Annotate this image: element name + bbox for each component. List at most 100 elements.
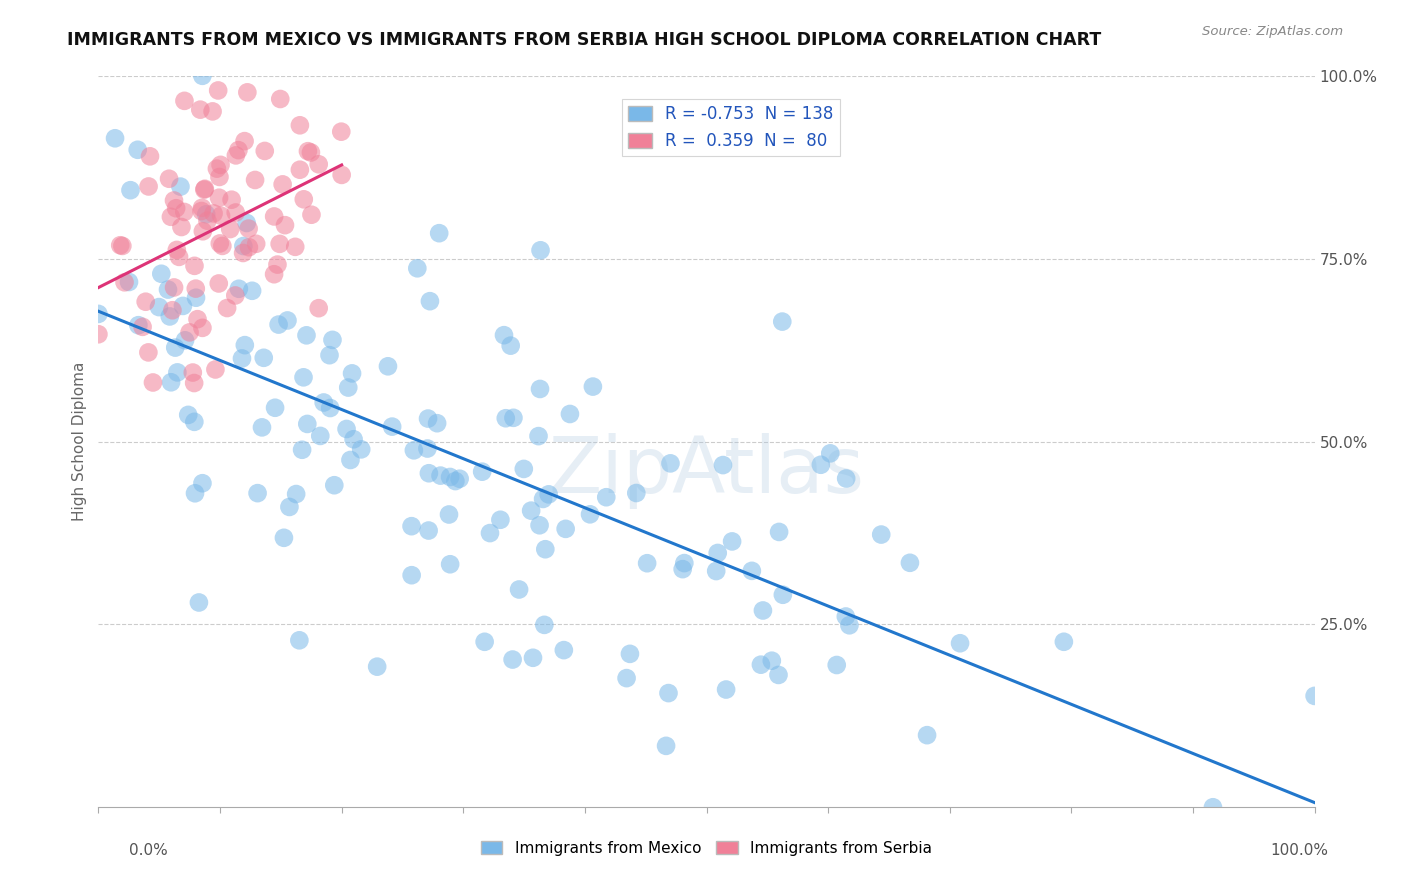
Point <box>471 465 494 479</box>
Point <box>533 618 555 632</box>
Point <box>479 526 502 541</box>
Point <box>870 527 893 541</box>
Text: 0.0%: 0.0% <box>129 843 169 857</box>
Point <box>554 522 576 536</box>
Point <box>225 205 247 219</box>
Point <box>246 486 269 500</box>
Point <box>474 635 496 649</box>
Point <box>429 468 451 483</box>
Point <box>527 429 550 443</box>
Point <box>195 207 218 221</box>
Point <box>177 408 200 422</box>
Point <box>350 442 373 457</box>
Point <box>318 348 340 362</box>
Point <box>166 365 188 379</box>
Point <box>173 205 195 219</box>
Point <box>208 169 231 184</box>
Point <box>232 246 254 260</box>
Point <box>184 291 207 305</box>
Point <box>949 636 972 650</box>
Point <box>276 313 298 327</box>
Point <box>174 334 197 348</box>
Point <box>1303 689 1326 703</box>
Point <box>381 419 404 434</box>
Point <box>309 429 332 443</box>
Point <box>118 275 141 289</box>
Point <box>292 192 315 206</box>
Point <box>401 519 423 533</box>
Point <box>138 345 160 359</box>
Point <box>1053 634 1076 648</box>
Point <box>165 201 187 215</box>
Point <box>339 453 361 467</box>
Point <box>183 415 205 429</box>
Point <box>416 442 439 456</box>
Point <box>340 367 363 381</box>
Point <box>418 524 440 538</box>
Point <box>179 326 201 340</box>
Text: 100.0%: 100.0% <box>1271 843 1329 857</box>
Point <box>183 259 205 273</box>
Point <box>228 282 250 296</box>
Point <box>419 294 441 309</box>
Point <box>418 467 440 481</box>
Point <box>768 524 790 539</box>
Point <box>253 144 276 158</box>
Point <box>104 131 127 145</box>
Point <box>522 650 544 665</box>
Point <box>87 307 110 321</box>
Point <box>142 376 165 390</box>
Point <box>499 338 522 352</box>
Point <box>752 603 775 617</box>
Point <box>209 158 232 172</box>
Point <box>531 491 554 506</box>
Point <box>534 542 557 557</box>
Point <box>110 238 132 252</box>
Point <box>291 442 314 457</box>
Point <box>111 239 134 253</box>
Point <box>238 240 260 254</box>
Point <box>492 328 515 343</box>
Point <box>825 658 848 673</box>
Point <box>657 686 679 700</box>
Point <box>297 144 319 158</box>
Point <box>295 328 318 343</box>
Point <box>377 359 399 374</box>
Point <box>162 303 184 318</box>
Point <box>207 83 229 97</box>
Point <box>173 94 195 108</box>
Point <box>273 531 295 545</box>
Point <box>240 284 263 298</box>
Point <box>714 682 737 697</box>
Point <box>288 118 311 132</box>
Point <box>148 300 170 314</box>
Point <box>157 171 180 186</box>
Point <box>529 518 551 533</box>
Point <box>160 376 183 390</box>
Point <box>219 222 242 236</box>
Point <box>416 411 439 425</box>
Point <box>772 588 794 602</box>
Point <box>269 92 291 106</box>
Point <box>271 178 294 192</box>
Point <box>437 508 460 522</box>
Point <box>655 739 678 753</box>
Point <box>211 239 233 253</box>
Point <box>330 125 353 139</box>
Point <box>243 173 266 187</box>
Point <box>169 179 191 194</box>
Point <box>402 443 425 458</box>
Point <box>156 283 179 297</box>
Point <box>426 416 449 430</box>
Point <box>838 618 860 632</box>
Point <box>170 220 193 235</box>
Point <box>188 103 211 117</box>
Point <box>263 267 285 281</box>
Point <box>770 315 793 329</box>
Point <box>299 145 322 160</box>
Point <box>221 193 243 207</box>
Point <box>323 478 346 492</box>
Point <box>558 407 581 421</box>
Point <box>761 654 783 668</box>
Point <box>321 333 343 347</box>
